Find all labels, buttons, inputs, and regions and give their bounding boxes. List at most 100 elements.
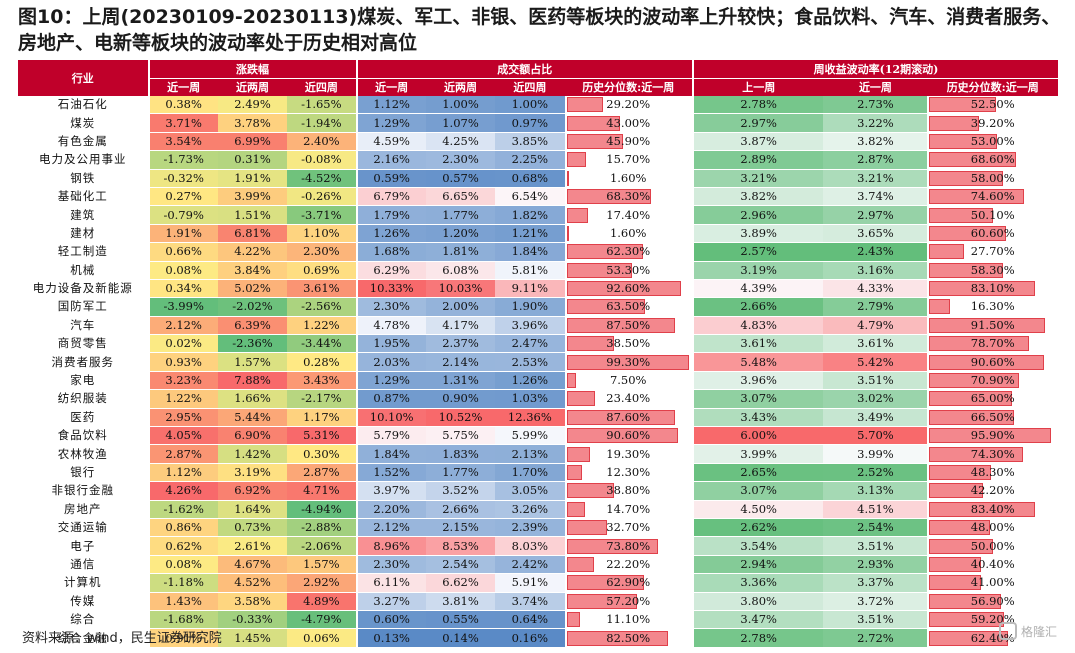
cell-value: 0.64% xyxy=(495,610,565,630)
cell-value: 63.50% xyxy=(606,299,651,314)
subheader: 近一周 xyxy=(823,78,928,96)
percentile-bar xyxy=(929,262,1004,278)
cell-value: -2.17% xyxy=(287,389,357,409)
cell-value: 2.66% xyxy=(691,297,824,317)
cell-value: 1.20% xyxy=(425,224,496,244)
cell-value: 1.77% xyxy=(425,463,496,483)
cell-value: 3.80% xyxy=(691,592,824,611)
cell-value: 8.03% xyxy=(495,536,565,556)
percentile-bar xyxy=(929,446,1024,462)
cell-value: 3.81% xyxy=(425,592,496,611)
cell-value: 53.30% xyxy=(606,262,651,277)
cell-value: 1.84% xyxy=(495,242,565,262)
cell-value: 4.67% xyxy=(217,555,288,575)
cell-value: 56.90% xyxy=(970,593,1015,608)
cell-value: 2.40% xyxy=(287,132,357,152)
cell-value: 3.05% xyxy=(495,481,565,501)
percentile-bar xyxy=(566,354,690,370)
industry-name: 消费者服务 xyxy=(18,352,149,372)
cell-value: 90.60% xyxy=(970,354,1015,369)
percentile-bar xyxy=(929,281,1035,297)
cell-value: 1.42% xyxy=(217,444,288,464)
cell-value: -0.33% xyxy=(217,610,288,630)
subheader: 历史分位数:近一周 xyxy=(927,78,1058,96)
table-row: 传媒 1.43% 3.58% 4.89% 3.27% 3.81% 3.74% 57.20% 3.… xyxy=(18,592,1058,611)
cell-value: 0.59% xyxy=(355,169,426,188)
percentile-bar-cell: 91.50% xyxy=(927,316,1058,336)
percentile-bar-cell: 50.00% xyxy=(927,536,1058,556)
percentile-bar xyxy=(566,225,569,241)
table-row: 电力及公用事业 -1.73% 0.31% -0.08% 2.16% 2.30% 2.25% 1… xyxy=(18,150,1058,170)
cell-value: 68.60% xyxy=(970,152,1015,167)
cell-value: 5.75% xyxy=(425,426,496,446)
percentile-bar-cell: 50.10% xyxy=(927,205,1058,225)
cell-value: 5.44% xyxy=(217,408,288,428)
percentile-bar xyxy=(566,409,675,425)
cell-value: -0.32% xyxy=(147,169,218,188)
cell-value: -1.94% xyxy=(287,113,357,133)
percentile-bar-cell: 95.90% xyxy=(927,426,1058,446)
cell-value: 48.30% xyxy=(970,465,1015,479)
cell-value: 3.19% xyxy=(217,463,288,483)
cell-value: 14.70% xyxy=(606,501,651,516)
page-title: 图10：上周(20230109-20230113)煤炭、军工、非银、医药等板块的… xyxy=(18,6,1061,54)
cell-value: -2.56% xyxy=(287,297,357,317)
cell-value: -1.65% xyxy=(287,96,357,115)
cell-value: 95.90% xyxy=(970,428,1015,443)
cell-value: 6.65% xyxy=(425,187,496,207)
percentile-bar-cell: 17.40% xyxy=(564,205,693,225)
cell-value: 0.69% xyxy=(287,261,357,280)
cell-value: 68.30% xyxy=(606,189,651,204)
percentile-bar xyxy=(566,612,581,628)
table-row: 综合金融 0.91% 1.45% 0.06% 0.13% 0.14% 0.16% 82.50%… xyxy=(18,628,1058,648)
cell-value: 2.72% xyxy=(823,628,928,648)
industry-name: 通信 xyxy=(18,555,149,575)
cell-value: 3.96% xyxy=(691,371,824,391)
percentile-bar-cell: 43.00% xyxy=(564,113,693,133)
industry-name: 农林牧渔 xyxy=(18,444,149,464)
cell-value: 6.90% xyxy=(217,426,288,446)
cell-value: 5.48% xyxy=(691,352,824,372)
cell-value: -4.52% xyxy=(287,169,357,188)
cell-value: 2.65% xyxy=(691,463,824,483)
percentile-bar xyxy=(929,354,1045,370)
percentile-bar xyxy=(566,262,633,278)
cell-value: 5.91% xyxy=(495,573,565,593)
cell-value: 0.30% xyxy=(287,444,357,464)
cell-value: 3.99% xyxy=(823,444,928,464)
cell-value: 4.78% xyxy=(355,316,426,336)
percentile-bar-cell: 27.70% xyxy=(927,242,1058,262)
percentile-bar-cell: 53.00% xyxy=(927,132,1058,152)
industry-name: 基础化工 xyxy=(18,187,149,207)
industry-name: 纺织服装 xyxy=(18,389,149,409)
cell-value: 4.25% xyxy=(425,132,496,152)
cell-value: 1.52% xyxy=(355,463,426,483)
cell-value: 70.90% xyxy=(970,373,1015,388)
cell-value: 3.54% xyxy=(691,536,824,556)
cell-value: 3.71% xyxy=(147,113,218,133)
cell-value: -4.79% xyxy=(287,610,357,630)
cell-value: 4.79% xyxy=(823,316,928,336)
subheader: 近两周 xyxy=(217,78,288,96)
cell-value: 2.52% xyxy=(823,463,928,483)
table-row: 非银行金融 4.26% 6.92% 4.71% 3.97% 3.52% 3.05% 38.80… xyxy=(18,481,1058,501)
cell-value: 2.94% xyxy=(691,555,824,575)
cell-value: 1.29% xyxy=(355,371,426,391)
cell-value: 2.00% xyxy=(425,297,496,317)
percentile-bar-cell: 74.30% xyxy=(927,444,1058,464)
cell-value: 1.03% xyxy=(495,389,565,409)
cell-value: 62.90% xyxy=(606,575,651,590)
percentile-bar xyxy=(929,152,1017,168)
cell-value: -2.02% xyxy=(217,297,288,317)
percentile-bar xyxy=(566,520,607,536)
source-note: 资料来源：wind，民生证券研究院 xyxy=(22,631,222,646)
table-row: 房地产 -1.62% 1.64% -4.94% 2.20% 2.66% 3.26% 14.70… xyxy=(18,500,1058,519)
percentile-bar-cell: 92.60% xyxy=(564,279,693,299)
cell-value: 3.99% xyxy=(217,187,288,207)
percentile-bar-cell: 11.10% xyxy=(564,610,693,630)
percentile-bar xyxy=(566,152,586,168)
percentile-bar-cell: 58.00% xyxy=(927,169,1058,188)
cell-value: 1.82% xyxy=(495,205,565,225)
cell-value: 3.51% xyxy=(823,610,928,630)
cell-value: 62.30% xyxy=(606,244,651,259)
